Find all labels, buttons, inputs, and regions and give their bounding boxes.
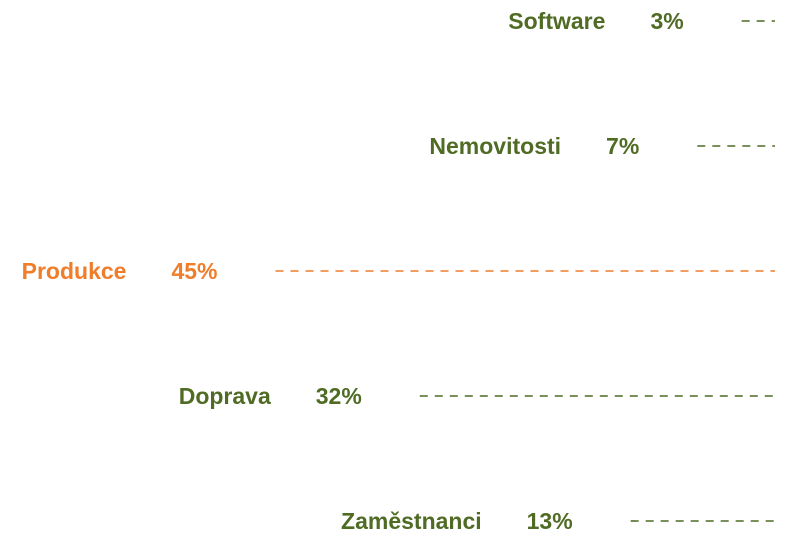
category-label: Nemovitosti [429,133,561,159]
value-label: 13% [527,508,573,534]
value-label: 45% [171,258,217,284]
category-label: Zaměstnanci [341,508,482,534]
category-label: Produkce [22,258,127,284]
value-label: 32% [316,383,362,409]
category-label: Software [508,8,605,34]
value-label: 3% [650,8,683,34]
category-label: Doprava [179,383,271,409]
value-label: 7% [606,133,639,159]
